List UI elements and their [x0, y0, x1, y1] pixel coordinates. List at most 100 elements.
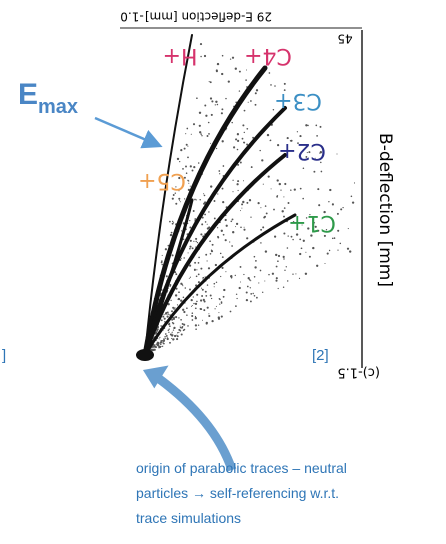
scatter-dot	[191, 247, 194, 250]
caption-line: particles → self-referencing w.r.t.	[136, 485, 339, 501]
scatter-dot	[203, 202, 206, 205]
emax-e: E	[18, 78, 38, 111]
scatter-dot	[243, 109, 246, 112]
scatter-dot	[209, 97, 213, 100]
scatter-dot	[208, 81, 210, 83]
scatter-dot	[159, 341, 163, 344]
scatter-dot	[305, 251, 307, 253]
scatter-dot	[180, 149, 183, 152]
scatter-dot	[317, 229, 320, 232]
scatter-dot	[159, 346, 161, 348]
trace-c4	[142, 65, 268, 358]
scatter-dot	[185, 165, 187, 168]
scatter-dot	[281, 210, 284, 213]
scatter-dot	[167, 303, 170, 306]
scatter-dot	[194, 302, 198, 306]
scatter-dot	[191, 319, 194, 321]
scatter-dot	[320, 161, 322, 164]
scatter-dot	[211, 243, 214, 246]
scatter-dot	[253, 295, 256, 297]
scatter-dot	[169, 314, 171, 316]
scatter-dot	[219, 173, 221, 175]
scatter-dot	[315, 124, 318, 127]
scatter-dot	[238, 90, 241, 92]
scatter-dot	[156, 343, 158, 346]
scatter-dot	[200, 55, 202, 58]
parabolic-traces	[142, 34, 297, 358]
scatter-dot	[227, 80, 230, 83]
scatter-dot	[238, 286, 241, 290]
scatter-dot	[164, 336, 166, 338]
scatter-dot	[246, 285, 249, 288]
scatter-dot	[231, 277, 233, 279]
scatter-dot	[175, 273, 178, 276]
scatter-dot	[217, 235, 219, 238]
scatter-dot	[157, 343, 160, 346]
scatter-dot	[153, 348, 156, 351]
scatter-dot	[205, 114, 208, 117]
scatter-dot	[217, 316, 220, 319]
scatter-dot	[239, 265, 242, 268]
scatter-dot	[277, 144, 280, 147]
scatter-dot	[176, 338, 179, 341]
scatter-dot	[264, 205, 267, 207]
scatter-dot	[207, 121, 210, 124]
scatter-dot	[305, 155, 308, 158]
scatter-dot	[353, 182, 356, 184]
scatter-dot	[218, 312, 220, 314]
scatter-dot	[174, 294, 178, 297]
scatter-dot	[269, 139, 271, 142]
scatter-dot	[252, 136, 255, 139]
scatter-dot	[172, 306, 175, 309]
scatter-dot	[171, 310, 173, 313]
scatter-dot	[236, 133, 240, 136]
scatter-dot	[339, 242, 342, 245]
scatter-dot	[265, 212, 268, 215]
scatter-dot	[178, 176, 181, 180]
scatter-dot	[264, 280, 266, 282]
scatter-dot	[253, 276, 256, 278]
scatter-dot	[215, 100, 218, 103]
scatter-dot	[225, 271, 227, 273]
scatter-dot	[217, 193, 219, 195]
scatter-dot	[183, 147, 186, 150]
scatter-dot	[250, 166, 253, 169]
scatter-dot	[189, 185, 191, 187]
scatter-dot	[157, 327, 159, 329]
scatter-dot	[220, 301, 223, 303]
scatter-dot	[287, 202, 290, 204]
scatter-dot	[216, 62, 220, 66]
scatter-dot	[285, 266, 287, 268]
scatter-dot	[313, 170, 316, 173]
scatter-dot	[180, 230, 183, 232]
scatter-dot	[275, 265, 278, 268]
scatter-dot	[254, 266, 257, 269]
scatter-dot	[302, 167, 305, 169]
scatter-dot	[192, 296, 194, 298]
scatter-dot	[179, 326, 182, 329]
scatter-dot	[199, 43, 203, 46]
scatter-dot	[186, 314, 188, 316]
scatter-dot	[230, 220, 233, 223]
scatter-dot	[195, 240, 197, 243]
scatter-dot	[178, 317, 180, 319]
scatter-dot	[182, 329, 185, 332]
scatter-dot	[171, 332, 173, 334]
scatter-dot	[299, 187, 302, 190]
scatter-dot	[250, 216, 252, 218]
scatter-dot	[319, 151, 323, 154]
scatter-dot	[295, 273, 297, 275]
scatter-dot	[189, 276, 191, 278]
scatter-dot	[171, 222, 174, 225]
scatter-dot	[164, 248, 168, 251]
scatter-dot	[221, 140, 224, 143]
scatter-dot	[252, 292, 254, 295]
scatter-dot	[239, 161, 242, 164]
scatter-dot	[169, 285, 171, 287]
scatter-dot	[283, 258, 285, 260]
scatter-dot	[205, 295, 208, 297]
scatter-dot	[337, 229, 340, 232]
scatter-dot	[178, 190, 180, 192]
scatter-dot	[262, 226, 265, 229]
scatter-dot	[313, 222, 316, 224]
